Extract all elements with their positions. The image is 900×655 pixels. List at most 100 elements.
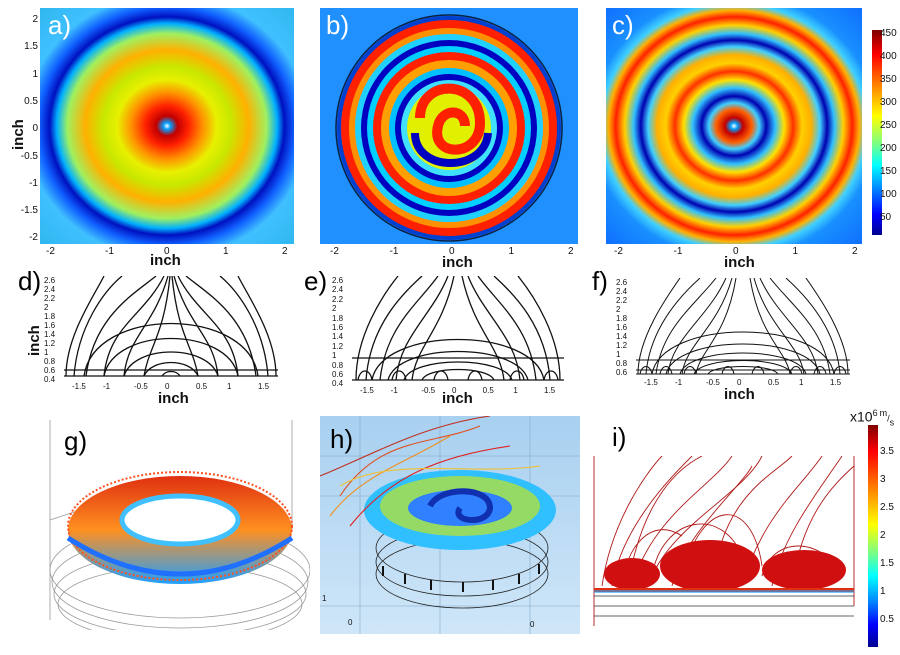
top-x-tick: -2 <box>614 246 623 257</box>
top-colorbar-tick: 100 <box>880 189 897 200</box>
bottom-colorbar-tick: 3.5 <box>880 446 894 457</box>
top-colorbar <box>872 30 882 235</box>
top-x-tick: 1 <box>792 246 799 257</box>
panel-c-heatmap <box>606 8 862 244</box>
mid-y-tick: 0.8 <box>332 360 344 370</box>
mid-y-tick: 2.2 <box>332 294 344 304</box>
top-colorbar-tick: 250 <box>880 120 897 131</box>
bottom-colorbar-tick: 2 <box>880 530 886 541</box>
top-colorbar-tick: 350 <box>880 74 897 85</box>
panel-h-3d-trajectories <box>320 416 580 634</box>
top-colorbar-tick: 300 <box>880 97 897 108</box>
mid-y-tick: 0.6 <box>616 368 628 377</box>
mid-y-tick: 2.6 <box>616 278 628 287</box>
top-x-tick: 1 <box>508 246 515 257</box>
mid-x-tick: 0 <box>737 378 742 387</box>
bottom-colorbar-title-base: x10 <box>850 408 873 425</box>
top-x-tick: 2 <box>568 246 574 257</box>
top-y-tick: -1.5 <box>20 205 38 217</box>
mid-y-tick: 1 <box>616 350 621 359</box>
bottom-colorbar-tick: 0.5 <box>880 614 894 625</box>
top-y-tick: 0 <box>32 123 38 135</box>
mid-x-tick: -1.5 <box>644 378 658 387</box>
mid-x-tick: 0.5 <box>196 382 208 391</box>
mid-x-tick: -0.5 <box>421 386 436 395</box>
mid-x-tick: 1 <box>799 378 804 387</box>
panel-label-d: d) <box>18 266 42 296</box>
top-x-tick: 0 <box>164 246 170 257</box>
mid-y-tick: 0.4 <box>332 379 344 389</box>
top-y-tick: 0.5 <box>24 95 38 107</box>
top-colorbar-tick: 450 <box>880 28 897 39</box>
mid-x-tick: 0.5 <box>482 386 494 395</box>
mid-x-tick: -1.5 <box>360 386 374 395</box>
mid-y-tick: 0.6 <box>44 366 56 376</box>
top-x-tick: -1 <box>673 246 683 257</box>
mid-y-tick: 2.2 <box>44 294 56 304</box>
top-colorbar-tick: 50 <box>880 212 892 223</box>
mid-x-tick: -1 <box>390 386 398 395</box>
top-y-tick: -0.5 <box>20 150 38 162</box>
mid-y-tick: 2 <box>332 304 337 314</box>
panel-label-h: h) <box>330 424 354 454</box>
mid-y-tick: 1.4 <box>44 330 56 340</box>
mid-y-tick: 1.6 <box>44 321 56 331</box>
panel-i-trajectories <box>592 456 860 626</box>
panel-f-field-lines <box>636 278 850 376</box>
mid-y-tick: 1.2 <box>44 339 56 349</box>
top-x-tick: 2 <box>852 246 858 257</box>
bottom-colorbar-unit-num: m <box>879 408 888 418</box>
bottom-colorbar-title: x106 m/s <box>850 408 895 428</box>
panel-e-x-axis-title: inch <box>442 390 473 407</box>
mid-y-tick: 1.8 <box>332 313 344 323</box>
top-x-tick: -2 <box>46 246 55 257</box>
mid-y-tick: 1.4 <box>616 332 628 341</box>
mid-x-tick: 1 <box>227 382 232 391</box>
mid-y-tick: 1.2 <box>616 341 628 350</box>
panel-a-heatmap <box>40 8 294 244</box>
top-x-tick: 0 <box>449 246 455 257</box>
panel-label-f: f) <box>592 266 608 296</box>
panel-d-x-axis-title: inch <box>158 390 189 407</box>
mid-y-tick: 2 <box>616 305 621 314</box>
mid-x-tick: -0.5 <box>134 382 148 391</box>
mid-y-tick: 0.6 <box>332 369 344 379</box>
top-x-tick: 2 <box>282 246 288 257</box>
panel-label-i: i) <box>612 422 627 452</box>
mid-y-tick: 2.4 <box>332 285 344 295</box>
mid-x-tick: 1 <box>513 386 518 395</box>
panel-c-x-axis-title: inch <box>724 254 755 271</box>
panel-d-y-axis-title: inch <box>26 325 43 356</box>
bottom-colorbar-tick: 1 <box>880 586 886 597</box>
panel-label-e: e) <box>304 266 328 296</box>
bottom-colorbar-tick: 1.5 <box>880 558 894 569</box>
panel-f-x-axis-title: inch <box>724 386 755 403</box>
mid-y-tick: 2.2 <box>616 296 628 305</box>
mid-x-tick: 1.5 <box>830 378 842 387</box>
mid-y-tick: 0.4 <box>44 375 56 385</box>
panel-d-field-lines <box>64 276 278 380</box>
mid-y-tick: 2.4 <box>44 285 56 295</box>
mid-y-tick: 1.8 <box>616 314 628 323</box>
top-x-tick: 0 <box>733 246 739 257</box>
mid-x-tick: -1 <box>103 382 111 391</box>
mid-y-tick: 2.4 <box>616 287 628 296</box>
mid-x-tick: 0 <box>452 386 457 395</box>
panel-label-b: b) <box>326 10 350 40</box>
panel-h-tick-0-right: 0 <box>530 620 535 629</box>
top-x-tick: -1 <box>105 246 114 257</box>
mid-y-tick: 0.8 <box>616 359 628 368</box>
panel-label-a: a) <box>48 10 72 40</box>
panel-h-tick-0-left: 0 <box>348 618 353 627</box>
mid-y-tick: 1.4 <box>332 332 344 342</box>
mid-x-tick: 0.5 <box>768 378 780 387</box>
top-colorbar-tick: 150 <box>880 166 897 177</box>
mid-y-tick: 1.6 <box>332 322 344 332</box>
top-x-tick: -1 <box>389 246 399 257</box>
top-colorbar-tick: 400 <box>880 51 897 62</box>
mid-x-tick: -1.5 <box>72 382 86 391</box>
panel-e-field-lines <box>352 276 564 384</box>
panel-b-x-axis-title: inch <box>442 254 473 271</box>
mid-y-tick: 0.8 <box>44 357 56 367</box>
mid-y-tick: 2.6 <box>332 276 344 285</box>
